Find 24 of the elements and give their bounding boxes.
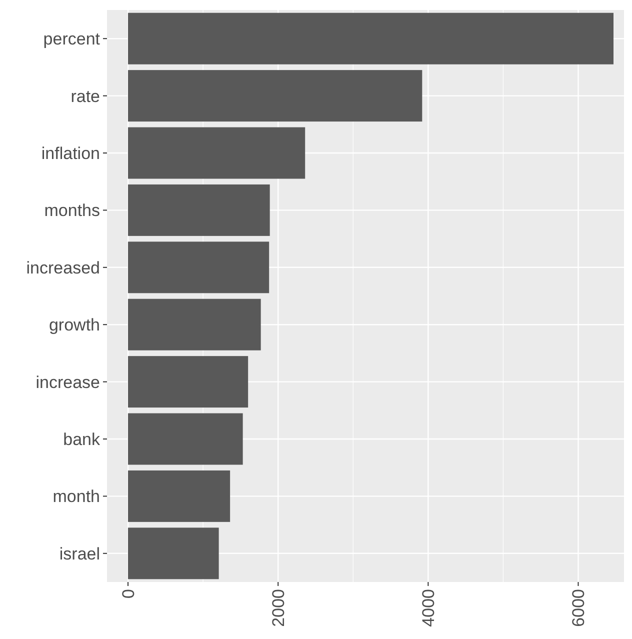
bar [128,242,270,294]
bar [128,70,422,122]
bar [128,356,248,408]
y-tick-label: inflation [41,144,100,163]
x-tick-label: 0 [118,589,138,598]
y-tick-label: increased [26,258,100,278]
y-tick-label: percent [43,30,100,49]
bar [128,413,243,465]
y-tick-label: israel [59,544,100,564]
y-tick-label: months [44,201,100,220]
y-tick-label: rate [70,86,100,106]
bar [128,298,261,350]
x-tick-label: 6000 [569,589,588,627]
bar [128,12,614,64]
bar [128,470,230,522]
y-tick-label: month [52,487,100,506]
x-tick-label: 2000 [269,589,288,627]
y-tick-label: growth [48,316,100,335]
y-tick-label: increase [36,372,100,392]
bar [128,528,219,580]
x-tick-label: 4000 [419,589,438,627]
bar [128,127,306,179]
bar [128,184,270,236]
y-tick-label: bank [63,430,100,449]
